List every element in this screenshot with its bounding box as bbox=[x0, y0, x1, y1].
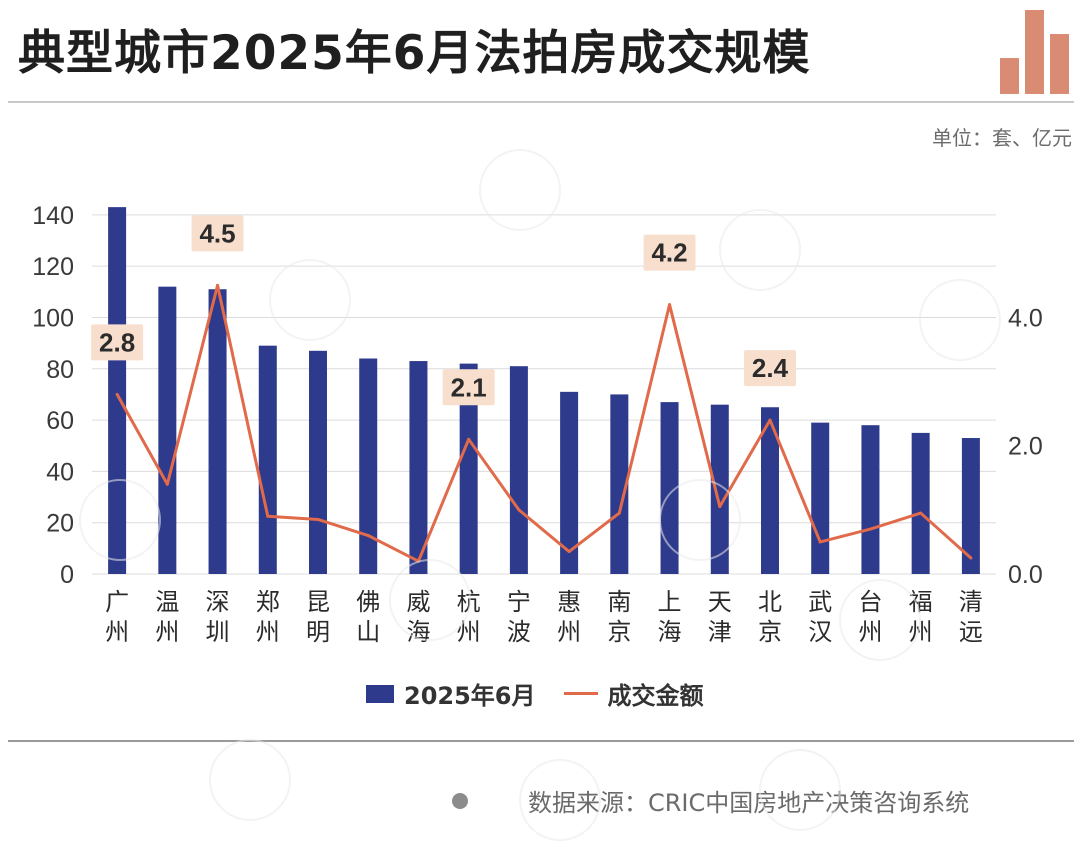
logo-bar-middle bbox=[1025, 10, 1044, 94]
bar bbox=[359, 358, 378, 574]
x-tick-label: 武汉 bbox=[808, 588, 832, 646]
data-label: 2.4 bbox=[752, 353, 789, 383]
data-label-bg bbox=[191, 215, 244, 252]
x-tick-label: 惠州 bbox=[557, 588, 581, 646]
data-label: 4.2 bbox=[651, 238, 687, 268]
unit-label: 单位：套、亿元 bbox=[932, 126, 1072, 150]
y-left-tick-label: 120 bbox=[32, 253, 74, 281]
data-label-bg bbox=[744, 350, 796, 387]
data-label: 2.1 bbox=[451, 372, 487, 402]
line-point bbox=[165, 482, 169, 486]
line-point bbox=[868, 527, 872, 531]
bullet-dot-icon bbox=[452, 792, 468, 809]
bar bbox=[509, 366, 528, 574]
x-tick-label: 天津 bbox=[708, 588, 732, 646]
line-point bbox=[718, 505, 722, 509]
header-divider bbox=[8, 101, 1074, 103]
bar bbox=[811, 422, 830, 574]
x-tick-label: 清远 bbox=[959, 588, 983, 646]
source-text: 数据来源：CRIC中国房地产决策咨询系统 bbox=[528, 789, 970, 817]
x-tick-label: 深圳 bbox=[206, 588, 230, 646]
x-tick-label: 上海 bbox=[658, 588, 682, 646]
page-title: 典型城市2025年6月法拍房成交规模 bbox=[18, 26, 811, 81]
bar bbox=[158, 286, 177, 574]
bar bbox=[660, 402, 679, 574]
x-tick-label: 广州 bbox=[105, 588, 129, 646]
logo-bar-left bbox=[1000, 58, 1019, 94]
y-left-tick-label: 140 bbox=[32, 202, 74, 230]
x-tick-label: 福州 bbox=[909, 588, 933, 646]
bar bbox=[309, 350, 327, 574]
x-tick-label: 杭州 bbox=[457, 588, 481, 646]
chart-legend: 2025年6月 成交金额 bbox=[366, 676, 704, 711]
data-label: 2.8 bbox=[99, 327, 135, 357]
x-tick-label: 威海 bbox=[406, 588, 430, 646]
y-left-tick-label: 20 bbox=[46, 510, 74, 538]
legend-bar-swatch bbox=[366, 684, 394, 703]
line-point bbox=[216, 283, 220, 287]
x-tick-label: 昆明 bbox=[306, 588, 330, 646]
bar bbox=[761, 407, 779, 574]
bar bbox=[208, 289, 227, 574]
y-left-tick-label: 40 bbox=[46, 458, 74, 486]
line-point bbox=[617, 511, 621, 515]
line-point bbox=[818, 540, 822, 544]
combo-chart: 0 20 40 60 80 100 120 140 0.0 2.0 4.0 广州温州深圳郑州昆明佛山威… bbox=[32, 202, 1043, 646]
x-tick-label: 北京 bbox=[758, 588, 782, 646]
legend-line-label: 成交金额 bbox=[607, 682, 704, 710]
line-point bbox=[919, 511, 923, 515]
x-tick-label: 佛山 bbox=[356, 588, 380, 646]
line-point bbox=[668, 303, 672, 307]
line-point bbox=[768, 418, 772, 422]
line-point bbox=[467, 437, 471, 441]
y-right-tick-label: 2.0 bbox=[1008, 433, 1043, 461]
x-tick-label: 南京 bbox=[607, 588, 631, 646]
y-left-tick-label: 60 bbox=[46, 407, 74, 435]
bar bbox=[911, 432, 930, 574]
legend-line-swatch bbox=[563, 692, 598, 695]
data-label-bg bbox=[91, 324, 144, 361]
legend-bar-label: 2025年6月 bbox=[404, 682, 536, 710]
y-right-tick-label: 4.0 bbox=[1008, 304, 1043, 332]
y-left-tick-label: 0 bbox=[60, 561, 74, 589]
bar bbox=[710, 404, 729, 574]
bar bbox=[258, 345, 277, 574]
line-point bbox=[416, 559, 420, 563]
bar bbox=[560, 391, 579, 574]
x-tick-label: 温州 bbox=[155, 588, 179, 646]
bar bbox=[861, 425, 880, 574]
line-point bbox=[115, 392, 119, 396]
data-label: 4.5 bbox=[199, 218, 235, 248]
footer-divider bbox=[8, 740, 1074, 742]
x-tick-label: 郑州 bbox=[256, 588, 280, 646]
bar-chart-logo-icon bbox=[1000, 10, 1069, 94]
y-right-tick-label: 0.0 bbox=[1008, 561, 1043, 589]
data-label-bg bbox=[643, 234, 696, 271]
bar bbox=[961, 438, 980, 574]
x-tick-label: 宁波 bbox=[507, 588, 531, 646]
line-point bbox=[969, 556, 973, 560]
line-point bbox=[567, 550, 571, 554]
y-left-tick-label: 80 bbox=[46, 356, 74, 384]
bar bbox=[459, 363, 478, 574]
y-left-tick-label: 100 bbox=[32, 304, 74, 332]
series-line-amount bbox=[115, 283, 972, 563]
x-tick-label: 台州 bbox=[858, 588, 882, 646]
bar bbox=[108, 207, 127, 574]
bar bbox=[610, 394, 629, 574]
line-point bbox=[316, 517, 320, 521]
bar bbox=[409, 361, 428, 574]
source-note: 数据来源：CRIC中国房地产决策咨询系统 bbox=[452, 783, 969, 818]
line-point bbox=[366, 534, 370, 538]
line-point bbox=[517, 508, 521, 512]
logo-bar-right bbox=[1050, 34, 1069, 94]
line-point bbox=[266, 514, 270, 518]
data-label-bg bbox=[442, 369, 495, 406]
